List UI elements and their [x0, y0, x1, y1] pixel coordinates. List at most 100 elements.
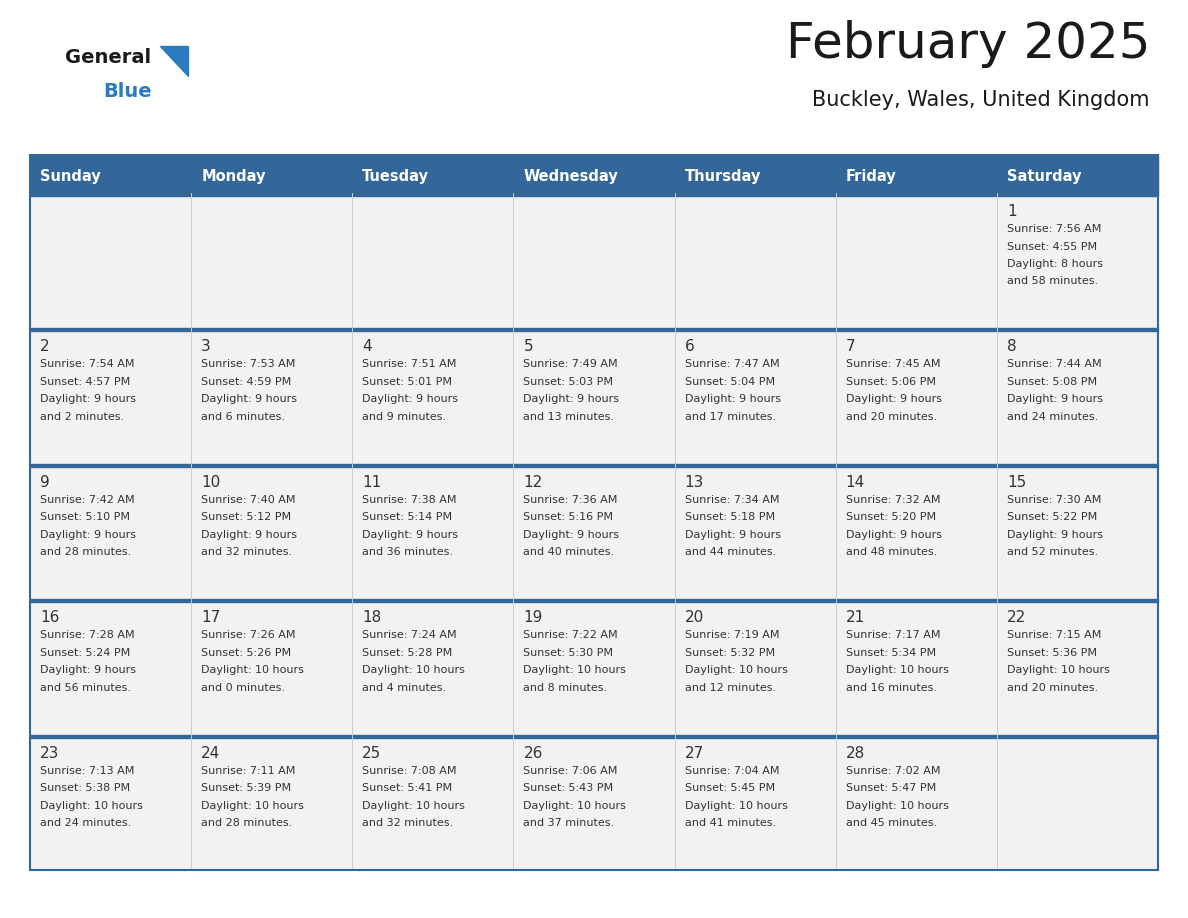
Bar [997, 466, 1158, 599]
Text: and 24 minutes.: and 24 minutes. [1007, 412, 1098, 422]
Text: 21: 21 [846, 610, 865, 625]
Text: 24: 24 [201, 745, 221, 761]
Text: February 2025: February 2025 [785, 20, 1150, 68]
Text: and 41 minutes.: and 41 minutes. [684, 818, 776, 828]
Bar [675, 331, 835, 464]
Text: Friday: Friday [846, 169, 897, 184]
Bar [30, 193, 1158, 196]
Bar [30, 737, 191, 870]
Text: 20: 20 [684, 610, 703, 625]
Text: and 52 minutes.: and 52 minutes. [1007, 547, 1098, 557]
Text: Sunrise: 7:28 AM: Sunrise: 7:28 AM [40, 630, 134, 640]
Text: and 0 minutes.: and 0 minutes. [201, 683, 285, 693]
Text: Daylight: 9 hours: Daylight: 9 hours [40, 666, 135, 676]
Text: and 36 minutes.: and 36 minutes. [362, 547, 454, 557]
Text: Sunset: 5:20 PM: Sunset: 5:20 PM [846, 512, 936, 522]
Text: Sunset: 5:08 PM: Sunset: 5:08 PM [1007, 377, 1097, 386]
Text: and 28 minutes.: and 28 minutes. [201, 818, 292, 828]
Text: Sunset: 5:18 PM: Sunset: 5:18 PM [684, 512, 775, 522]
Text: Sunrise: 7:54 AM: Sunrise: 7:54 AM [40, 360, 134, 369]
Text: Sunset: 5:01 PM: Sunset: 5:01 PM [362, 377, 453, 386]
Text: Daylight: 10 hours: Daylight: 10 hours [846, 666, 948, 676]
Text: and 45 minutes.: and 45 minutes. [846, 818, 937, 828]
Text: and 56 minutes.: and 56 minutes. [40, 683, 131, 693]
Text: Daylight: 9 hours: Daylight: 9 hours [1007, 395, 1102, 405]
Text: 14: 14 [846, 475, 865, 490]
Text: 10: 10 [201, 475, 221, 490]
Text: Sunday: Sunday [40, 169, 101, 184]
Bar [353, 331, 513, 464]
Text: and 20 minutes.: and 20 minutes. [1007, 683, 1098, 693]
Text: and 9 minutes.: and 9 minutes. [362, 412, 447, 422]
Text: 15: 15 [1007, 475, 1026, 490]
Text: Sunset: 5:43 PM: Sunset: 5:43 PM [524, 783, 613, 793]
Text: Daylight: 9 hours: Daylight: 9 hours [201, 395, 297, 405]
Text: Sunset: 4:59 PM: Sunset: 4:59 PM [201, 377, 291, 386]
Bar [513, 737, 675, 870]
Text: Sunrise: 7:19 AM: Sunrise: 7:19 AM [684, 630, 779, 640]
Text: Blue: Blue [103, 82, 152, 101]
Bar [997, 331, 1158, 464]
Text: and 13 minutes.: and 13 minutes. [524, 412, 614, 422]
Bar [30, 602, 191, 734]
Text: Daylight: 9 hours: Daylight: 9 hours [201, 530, 297, 540]
Text: 4: 4 [362, 340, 372, 354]
Text: Sunrise: 7:38 AM: Sunrise: 7:38 AM [362, 495, 456, 505]
Bar [30, 160, 191, 193]
Text: Sunset: 4:55 PM: Sunset: 4:55 PM [1007, 241, 1097, 252]
Text: Daylight: 9 hours: Daylight: 9 hours [846, 530, 942, 540]
Text: Sunrise: 7:13 AM: Sunrise: 7:13 AM [40, 766, 134, 776]
Bar [191, 196, 353, 329]
Bar [191, 331, 353, 464]
Bar [191, 160, 353, 193]
Text: and 40 minutes.: and 40 minutes. [524, 547, 614, 557]
Text: Sunrise: 7:34 AM: Sunrise: 7:34 AM [684, 495, 779, 505]
Text: Sunrise: 7:17 AM: Sunrise: 7:17 AM [846, 630, 940, 640]
Text: Sunrise: 7:53 AM: Sunrise: 7:53 AM [201, 360, 296, 369]
Text: Sunrise: 7:44 AM: Sunrise: 7:44 AM [1007, 360, 1101, 369]
Bar [30, 196, 191, 329]
Text: and 4 minutes.: and 4 minutes. [362, 683, 447, 693]
Bar [997, 602, 1158, 734]
Bar [353, 602, 513, 734]
Bar [675, 196, 835, 329]
Bar [191, 737, 353, 870]
Text: Sunrise: 7:02 AM: Sunrise: 7:02 AM [846, 766, 940, 776]
Bar [353, 737, 513, 870]
Text: and 28 minutes.: and 28 minutes. [40, 547, 131, 557]
Text: and 58 minutes.: and 58 minutes. [1007, 276, 1098, 286]
Bar [835, 737, 997, 870]
Text: 1: 1 [1007, 204, 1017, 219]
Bar [835, 466, 997, 599]
Text: Sunset: 5:30 PM: Sunset: 5:30 PM [524, 648, 613, 657]
Text: and 32 minutes.: and 32 minutes. [362, 818, 454, 828]
Bar [30, 329, 1158, 331]
Text: Sunrise: 7:36 AM: Sunrise: 7:36 AM [524, 495, 618, 505]
Bar [30, 331, 191, 464]
Bar [353, 160, 513, 193]
Text: Sunset: 5:26 PM: Sunset: 5:26 PM [201, 648, 291, 657]
Text: Sunrise: 7:30 AM: Sunrise: 7:30 AM [1007, 495, 1101, 505]
Text: Sunset: 5:24 PM: Sunset: 5:24 PM [40, 648, 131, 657]
Text: Sunset: 5:03 PM: Sunset: 5:03 PM [524, 377, 613, 386]
Text: Sunrise: 7:47 AM: Sunrise: 7:47 AM [684, 360, 779, 369]
Bar [675, 160, 835, 193]
Text: 27: 27 [684, 745, 703, 761]
Text: Sunrise: 7:08 AM: Sunrise: 7:08 AM [362, 766, 456, 776]
Text: Sunrise: 7:26 AM: Sunrise: 7:26 AM [201, 630, 296, 640]
Text: Sunset: 5:34 PM: Sunset: 5:34 PM [846, 648, 936, 657]
Text: Daylight: 10 hours: Daylight: 10 hours [201, 800, 304, 811]
Text: Daylight: 8 hours: Daylight: 8 hours [1007, 259, 1102, 269]
Text: Sunrise: 7:56 AM: Sunrise: 7:56 AM [1007, 224, 1101, 234]
Text: Sunset: 5:38 PM: Sunset: 5:38 PM [40, 783, 131, 793]
Text: 6: 6 [684, 340, 694, 354]
Bar [353, 196, 513, 329]
Text: Sunset: 5:14 PM: Sunset: 5:14 PM [362, 512, 453, 522]
Text: Sunset: 5:12 PM: Sunset: 5:12 PM [201, 512, 291, 522]
Text: and 44 minutes.: and 44 minutes. [684, 547, 776, 557]
Text: 3: 3 [201, 340, 211, 354]
Text: Daylight: 10 hours: Daylight: 10 hours [201, 666, 304, 676]
Text: Sunrise: 7:32 AM: Sunrise: 7:32 AM [846, 495, 940, 505]
Text: Daylight: 9 hours: Daylight: 9 hours [524, 395, 619, 405]
Text: Sunrise: 7:11 AM: Sunrise: 7:11 AM [201, 766, 296, 776]
